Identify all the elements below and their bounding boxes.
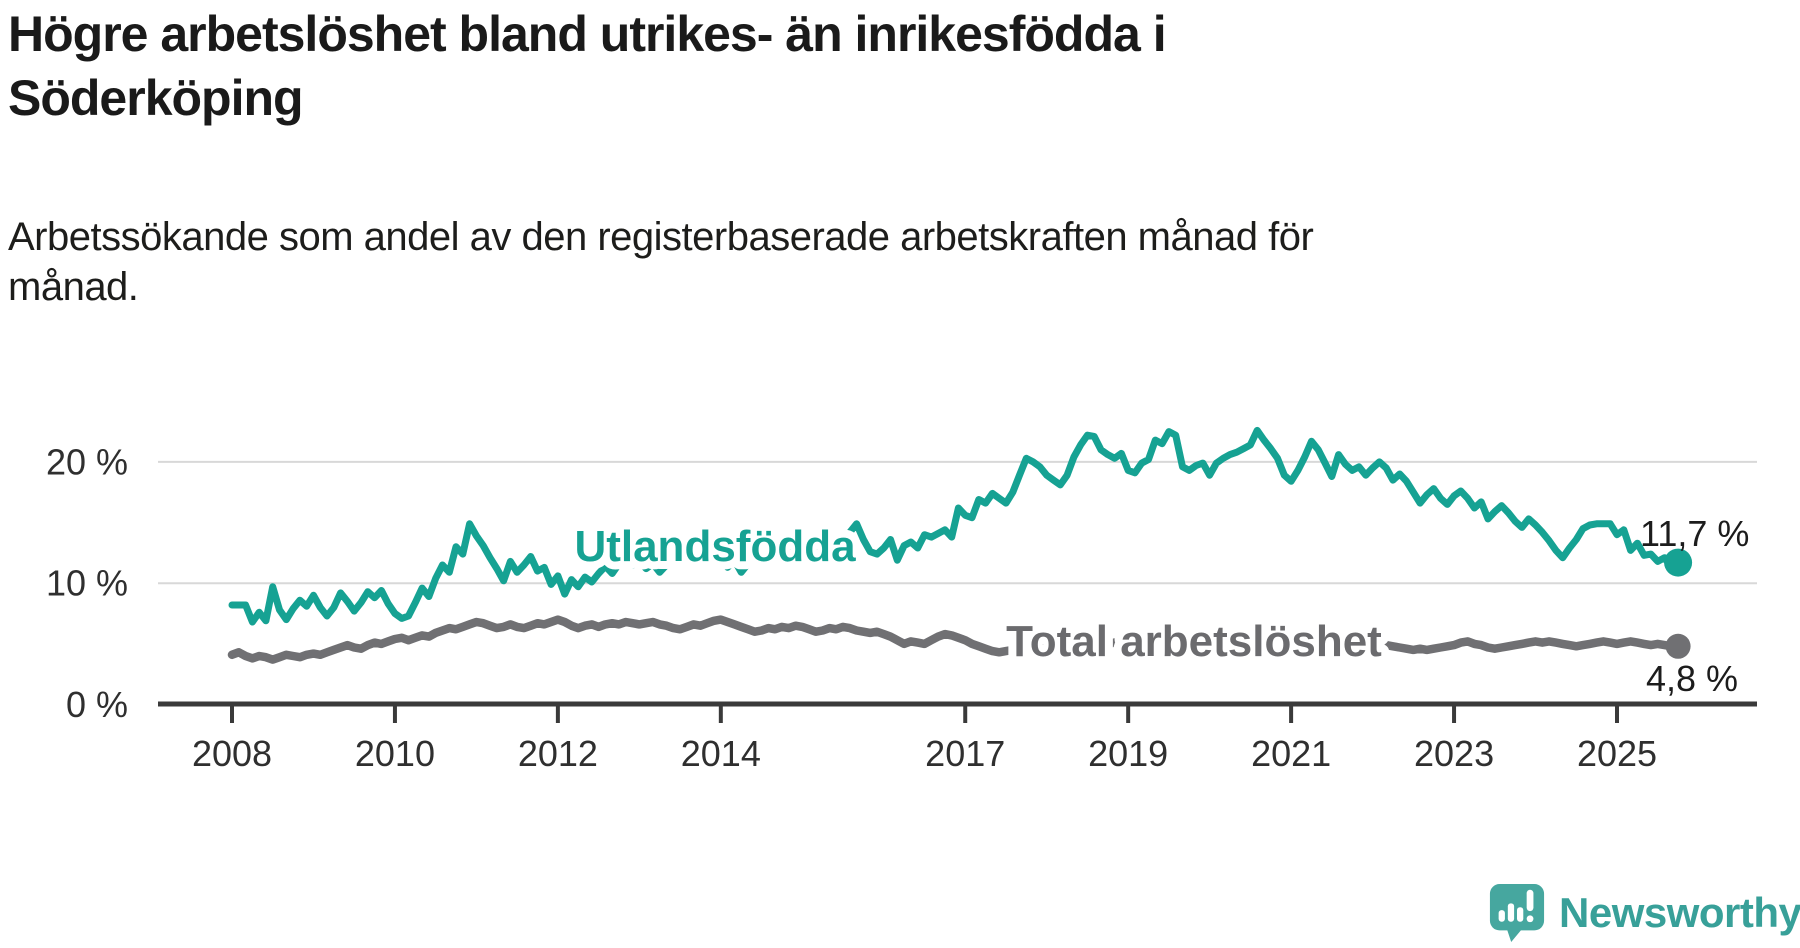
x-axis-label-2017: 2017 bbox=[925, 733, 1005, 774]
y-axis-label-20: 20 % bbox=[46, 441, 128, 482]
x-axis-label-2023: 2023 bbox=[1414, 733, 1494, 774]
newsworthy-logo-text: Newsworthy bbox=[1559, 889, 1800, 936]
logo-bar-tall bbox=[1507, 903, 1515, 922]
logo-exclamation-dot bbox=[1526, 915, 1534, 923]
end-value-label-total: 4,8 % bbox=[1646, 658, 1738, 699]
series-line-total bbox=[227, 615, 1683, 664]
end-value-label-utlandsfodda: 11,7 % bbox=[1640, 513, 1749, 554]
x-axis-label-2012: 2012 bbox=[518, 733, 598, 774]
series-label-total-arbetsloshet: Total arbetslöshet bbox=[1006, 617, 1382, 666]
series-label-utlandsfodda: Utlandsfödda bbox=[574, 522, 856, 571]
newsworthy-logo-icon bbox=[1489, 884, 1545, 942]
x-axis-label-2021: 2021 bbox=[1251, 733, 1331, 774]
newsworthy-logo: Newsworthy bbox=[1488, 882, 1800, 944]
x-axis-label-2019: 2019 bbox=[1088, 733, 1168, 774]
logo-bar-medium bbox=[1517, 907, 1524, 922]
x-axis-label-2010: 2010 bbox=[355, 733, 435, 774]
end-dot-total bbox=[1665, 633, 1691, 659]
page-title: Högre arbetslöshet bland utrikes- än inr… bbox=[8, 6, 1167, 126]
x-axis-label-2014: 2014 bbox=[681, 733, 761, 774]
logo-bar-small bbox=[1498, 910, 1505, 922]
y-axis-label-10: 10 % bbox=[46, 563, 128, 604]
end-dot-utlandsfodda bbox=[1664, 548, 1693, 577]
y-axis-label-0: 0 % bbox=[66, 684, 128, 725]
page-subtitle: Arbetssökande som andel av den registerb… bbox=[8, 215, 1314, 309]
x-axis-label-2025: 2025 bbox=[1577, 733, 1657, 774]
series-line-utlandsfodda bbox=[228, 426, 1682, 626]
logo-exclamation-bar bbox=[1526, 889, 1534, 912]
x-axis-label-2008: 2008 bbox=[192, 733, 272, 774]
